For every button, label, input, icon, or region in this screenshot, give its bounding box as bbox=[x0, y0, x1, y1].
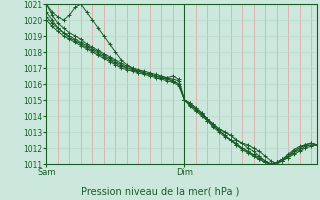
Text: Pression niveau de la mer( hPa ): Pression niveau de la mer( hPa ) bbox=[81, 186, 239, 196]
